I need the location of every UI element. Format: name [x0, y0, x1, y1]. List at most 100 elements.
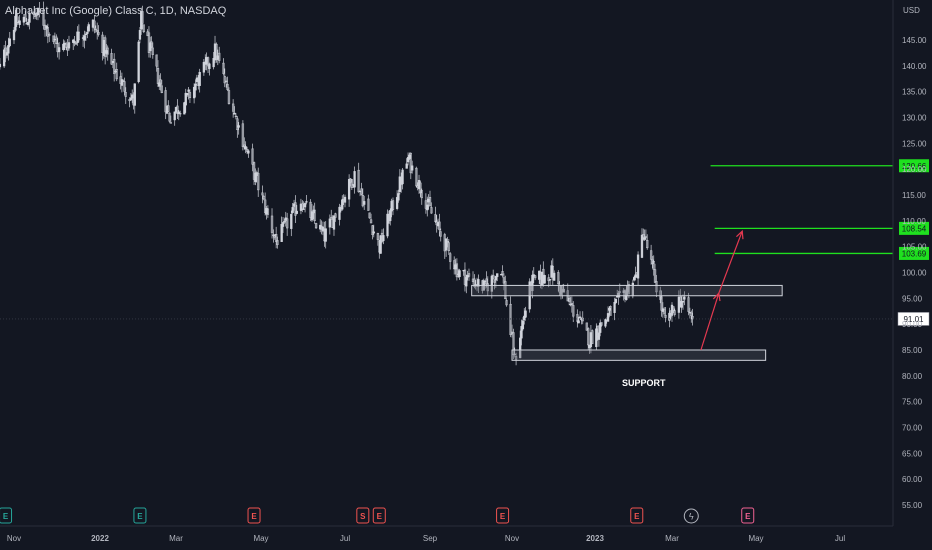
candle-body: [430, 207, 433, 214]
candle-body: [683, 296, 686, 300]
candle-body: [5, 52, 9, 56]
event-letter: E: [251, 512, 257, 521]
candle-body: [173, 111, 176, 121]
candle-body: [270, 215, 274, 233]
price-tick-label: 115.00: [902, 191, 926, 200]
candle-body: [141, 11, 144, 24]
candle-body: [543, 275, 546, 284]
candle-body: [446, 241, 449, 243]
candle-body: [680, 301, 683, 308]
candle-body: [664, 314, 667, 318]
candle-body: [198, 71, 201, 86]
candle-body: [420, 190, 423, 199]
candle-body: [332, 215, 336, 230]
candle-body: [231, 103, 235, 112]
candle-body: [595, 328, 598, 348]
candle-body: [350, 179, 354, 188]
event-letter: S: [360, 512, 366, 521]
candle-body: [164, 90, 167, 113]
price-axis-unit: USD: [903, 6, 920, 15]
candle-body: [553, 272, 556, 281]
candle-body: [652, 260, 655, 270]
candle-body: [538, 270, 541, 280]
candle-body: [36, 7, 40, 16]
candle-body: [185, 93, 189, 96]
candle-body: [124, 92, 127, 97]
candle-body: [272, 234, 275, 237]
candle-body: [158, 82, 161, 87]
price-tick-label: 95.00: [902, 294, 923, 303]
time-tick-label: Mar: [169, 534, 183, 543]
candle-body: [247, 150, 250, 154]
candle-body: [140, 11, 143, 30]
time-axis[interactable]: Nov 2022 Mar May Jul Sep Nov 2023 Mar May Jul: [0, 525, 893, 543]
candle-body: [486, 283, 489, 292]
candle-body: [371, 225, 374, 235]
candle-body: [24, 14, 27, 22]
candle-body: [415, 167, 418, 187]
candle-body: [520, 326, 523, 339]
event-letter: E: [3, 512, 9, 521]
candle-body: [234, 115, 238, 118]
candle-body: [283, 221, 286, 223]
candle-body: [531, 274, 534, 292]
candle-body: [663, 308, 666, 314]
candle-body: [609, 306, 612, 316]
candle-body: [169, 122, 172, 124]
news-event-icon: [683, 508, 699, 524]
candle-body: [596, 325, 599, 337]
candle-body: [53, 38, 57, 41]
candle-body: [660, 296, 663, 311]
candle-body: [618, 291, 621, 293]
candle-body: [473, 278, 476, 287]
candle-body: [341, 199, 344, 210]
candle-body: [312, 209, 315, 214]
candle-body: [120, 79, 124, 86]
candle-body: [0, 63, 2, 68]
candle-body: [206, 57, 210, 67]
split-event-icon: [356, 507, 370, 524]
candle-body: [310, 211, 314, 221]
candle-body: [519, 337, 522, 359]
event-letter: E: [137, 512, 143, 521]
candle-body: [146, 31, 149, 37]
candle-body: [213, 43, 217, 61]
zone-layer: [471, 284, 783, 361]
candle-body: [424, 200, 428, 209]
candle-body: [18, 20, 21, 25]
candle-body: [514, 356, 518, 360]
candle-body: [513, 353, 516, 356]
candle-body: [562, 288, 565, 293]
candle-body: [216, 55, 219, 60]
price-tick-label: 90.00: [902, 320, 923, 329]
candle-body: [106, 47, 109, 55]
price-axis[interactable]: USD145.00140.00135.00130.00125.00120.001…: [892, 0, 927, 526]
target-level-label: 103.69: [902, 249, 927, 258]
candle-body: [45, 25, 48, 29]
candle-body: [160, 85, 163, 93]
target-level-label: 120.66: [902, 162, 927, 171]
candle-body: [608, 307, 611, 311]
candle-body: [633, 277, 636, 281]
candle-body: [42, 9, 45, 26]
candle-body: [84, 33, 88, 36]
candle-body: [681, 300, 685, 303]
candle-body: [188, 92, 192, 98]
candle-body: [302, 208, 305, 210]
candle-body: [455, 263, 459, 278]
candle-body: [436, 222, 440, 227]
candle-body: [361, 195, 364, 207]
candle-body: [290, 213, 293, 229]
candle-body: [369, 219, 373, 224]
candle-body: [649, 250, 653, 260]
time-tick-label: Mar: [665, 534, 679, 543]
candle-body: [225, 80, 228, 83]
candle-body: [428, 197, 432, 207]
time-tick-label: Nov: [505, 534, 519, 543]
candle-body: [572, 305, 575, 317]
candle-body: [299, 203, 303, 211]
candle-body: [46, 27, 49, 37]
time-tick-label: Nov: [7, 534, 21, 543]
candle-body: [454, 264, 457, 270]
